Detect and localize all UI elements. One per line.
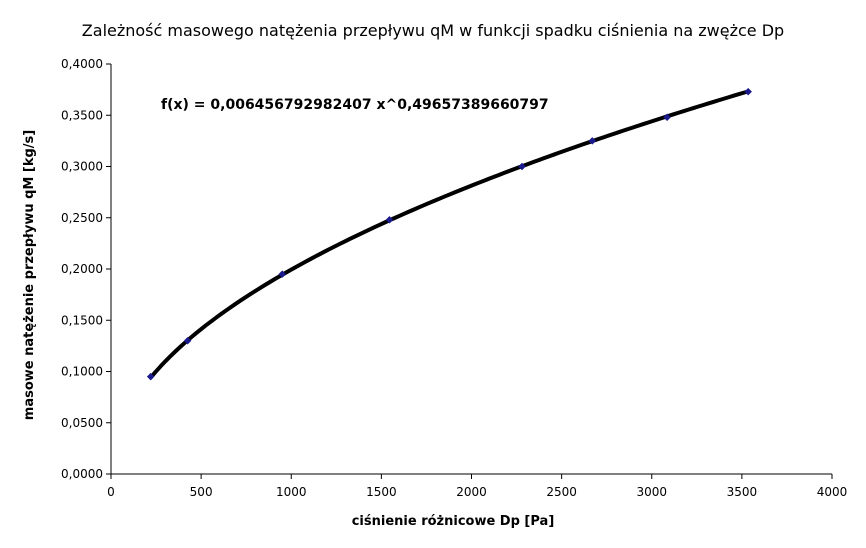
x-tick-label: 1000: [276, 485, 307, 499]
trendline: [148, 89, 751, 380]
y-tick-label: 0,2000: [61, 262, 103, 276]
axes: [110, 64, 832, 475]
trendline-equation: f(x) = 0,006456792982407 x^0,49657389660…: [161, 97, 549, 113]
y-tick-label: 0,2500: [61, 211, 103, 225]
data-points: [146, 87, 753, 381]
x-tick-label: 2500: [546, 485, 577, 499]
tick-labels: 0 500 1000 1500 2000 2500 3000 3500 4000 0,0000 0,…: [61, 57, 847, 499]
data-point: [183, 336, 192, 345]
data-point: [146, 372, 155, 381]
x-tick-label: 1500: [366, 485, 397, 499]
data-point: [518, 162, 526, 171]
y-tick-label: 0,0500: [61, 416, 103, 430]
chart-title: Zależność masowego natężenia przepływu q…: [82, 21, 784, 40]
data-point: [385, 215, 394, 224]
data-point: [588, 137, 597, 145]
y-tick-label: 0,0000: [61, 467, 103, 481]
x-axis-label: ciśnienie różnicowe Dp [Pa]: [352, 514, 555, 529]
y-tick-label: 0,3000: [61, 160, 103, 174]
x-tick-label: 500: [190, 485, 213, 499]
x-tick-label: 0: [107, 485, 115, 499]
x-tick-label: 4000: [817, 485, 848, 499]
trendline-curve: [148, 89, 751, 380]
y-axis-label: masowe natężenie przepływu qM [kg/s]: [22, 130, 37, 420]
y-tick-label: 0,1000: [61, 365, 103, 379]
data-point: [744, 87, 753, 96]
x-tick-label: 2000: [456, 485, 487, 499]
y-tick-label: 0,4000: [61, 57, 103, 71]
y-tick-label: 0,3500: [61, 108, 103, 122]
y-tick-label: 0,1500: [61, 313, 103, 327]
data-point: [663, 113, 671, 122]
x-tick-label: 3500: [727, 485, 758, 499]
x-tick-label: 3000: [636, 485, 667, 499]
data-point: [278, 270, 287, 278]
